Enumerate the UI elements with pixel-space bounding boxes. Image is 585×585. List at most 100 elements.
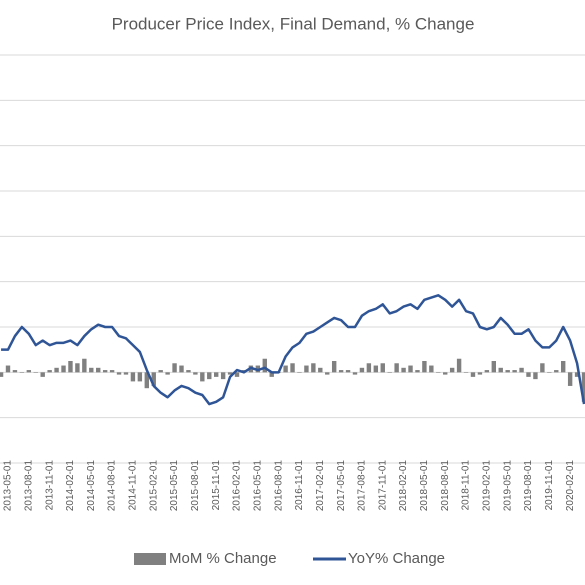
bar	[102, 370, 108, 373]
bar	[144, 372, 149, 389]
bar	[290, 363, 295, 373]
x-tick-label: 2013-08-01	[23, 460, 34, 512]
bar	[311, 363, 316, 373]
bar	[443, 372, 448, 375]
bar	[158, 370, 163, 373]
x-tick-label: 2013-05-01	[3, 460, 14, 512]
bar	[436, 372, 441, 373]
bar	[408, 365, 413, 373]
bar	[165, 372, 170, 375]
legend-swatch	[134, 553, 166, 565]
bar	[214, 372, 219, 377]
x-tick-label: 2019-02-01	[482, 460, 493, 512]
bar	[54, 367, 59, 373]
x-tick-label: 2019-05-01	[502, 460, 513, 512]
bar	[318, 367, 323, 373]
bar	[193, 372, 198, 375]
bar	[554, 370, 559, 373]
bar	[186, 370, 191, 373]
bar	[498, 367, 503, 373]
bar	[262, 358, 267, 373]
bar	[220, 372, 226, 380]
bar	[547, 372, 552, 373]
x-tick-label: 2015-02-01	[148, 460, 159, 512]
x-tick-label: 2016-11-01	[294, 460, 305, 511]
bar	[179, 365, 184, 373]
bar	[304, 365, 309, 373]
bar	[581, 372, 585, 402]
legend-label: YoY% Change	[348, 550, 445, 567]
bar	[123, 372, 129, 375]
x-tick-label: 2014-11-01	[128, 460, 139, 511]
bar	[109, 370, 115, 373]
bar	[380, 363, 385, 373]
bar	[33, 372, 38, 373]
bar	[366, 363, 372, 373]
bar	[227, 372, 233, 375]
bar	[387, 372, 392, 373]
bar	[449, 367, 455, 373]
bar	[422, 361, 427, 373]
bar	[484, 370, 490, 373]
x-tick-label: 2019-11-01	[544, 460, 555, 511]
x-tick-label: 2017-02-01	[315, 460, 326, 512]
bar	[325, 372, 330, 375]
bar	[359, 367, 365, 373]
x-tick-label: 2015-08-01	[190, 460, 201, 512]
bar	[47, 370, 52, 373]
x-tick-label: 2013-11-01	[44, 460, 55, 511]
bar	[456, 358, 462, 373]
bar	[269, 372, 274, 377]
bar	[82, 358, 87, 373]
x-tick-label: 2018-11-01	[461, 460, 472, 511]
bar	[561, 361, 566, 373]
bar	[477, 372, 483, 375]
x-tick-label: 2018-05-01	[419, 460, 430, 512]
bar	[415, 370, 420, 373]
bar	[519, 367, 524, 373]
x-tick-label: 2018-02-01	[398, 460, 409, 512]
x-tick-label: 2015-11-01	[211, 460, 222, 511]
bar	[331, 361, 337, 373]
x-tick-label: 2016-08-01	[273, 460, 284, 512]
bar	[526, 372, 531, 377]
bar	[137, 372, 143, 382]
x-tick-label: 2019-08-01	[523, 460, 534, 512]
bar	[401, 367, 406, 373]
bar	[234, 372, 240, 377]
bar	[567, 372, 573, 386]
bar	[297, 372, 302, 373]
bar	[207, 372, 212, 380]
chart-title: Producer Price Index, Final Demand, % Ch…	[112, 14, 475, 33]
bar	[172, 363, 177, 373]
bar	[19, 372, 25, 373]
bar	[0, 372, 4, 377]
bar	[96, 367, 101, 373]
bar	[533, 372, 538, 380]
bar	[540, 363, 545, 373]
bar	[61, 365, 66, 373]
x-tick-label: 2014-02-01	[65, 460, 76, 512]
x-tick-label: 2020-02-01	[565, 460, 576, 512]
legend-label: MoM % Change	[169, 550, 277, 567]
bar	[345, 370, 351, 373]
bar	[429, 365, 434, 373]
bar	[470, 372, 476, 377]
bar	[68, 361, 73, 373]
bar	[283, 365, 288, 373]
x-tick-label: 2017-05-01	[336, 460, 347, 512]
x-tick-label: 2016-05-01	[252, 460, 263, 512]
bar	[5, 365, 11, 373]
x-tick-label: 2014-08-01	[107, 460, 118, 512]
bar	[75, 363, 80, 373]
bar	[463, 372, 469, 373]
bar	[352, 372, 358, 375]
bar	[505, 370, 510, 373]
bar	[89, 367, 94, 373]
bar	[394, 363, 399, 373]
bar	[12, 370, 18, 373]
x-tick-label: 2016-02-01	[232, 460, 243, 512]
x-tick-label: 2017-08-01	[357, 460, 368, 512]
